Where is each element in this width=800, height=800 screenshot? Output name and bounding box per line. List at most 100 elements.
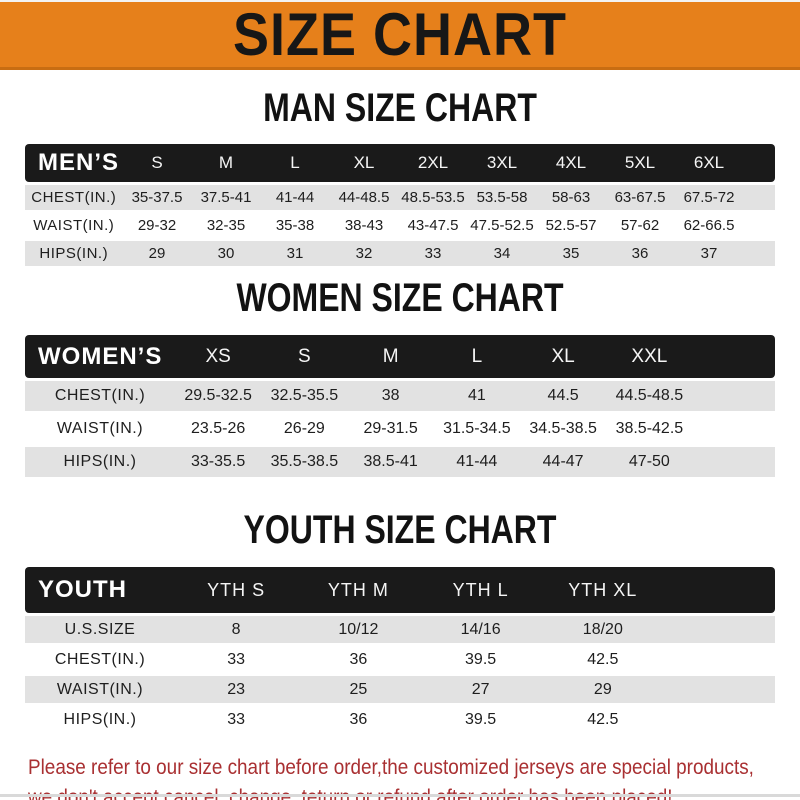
- size-value: 33: [175, 706, 298, 733]
- size-value: 23: [175, 676, 298, 703]
- row-label: U.S.SIZE: [25, 616, 175, 643]
- column-header: L: [433, 335, 520, 378]
- row-filler: [663, 616, 775, 643]
- row-filler: [663, 706, 775, 733]
- header-filler: [743, 144, 775, 182]
- column-header: YTH XL: [541, 567, 664, 613]
- column-header: XXL: [606, 335, 693, 378]
- size-value: 42.5: [541, 646, 664, 673]
- size-value: 31.5-34.5: [433, 414, 520, 444]
- women-table-label: WOMEN’S: [25, 335, 175, 378]
- size-value: 39.5: [419, 646, 542, 673]
- size-value: 23.5-26: [175, 414, 262, 444]
- column-header: 3XL: [467, 144, 537, 182]
- size-value: 33: [398, 241, 468, 266]
- row-filler: [663, 646, 775, 673]
- size-value: 37.5-41: [191, 185, 261, 210]
- size-value: 44-48.5: [329, 185, 399, 210]
- row-filler: [743, 241, 775, 266]
- bottom-divider: [0, 794, 800, 797]
- size-value: 10/12: [297, 616, 420, 643]
- row-filler: [743, 185, 775, 210]
- size-value: 29.5-32.5: [175, 381, 262, 411]
- youth-size-table: YOUTH YTH S YTH M YTH L YTH XL U.S.SIZE 8 10/12…: [25, 564, 775, 736]
- size-value: 63-67.5: [605, 185, 675, 210]
- table-row: WAIST(IN.) 23 25 27 29: [25, 676, 775, 703]
- row-label: CHEST(IN.): [25, 381, 175, 411]
- size-value: 38: [347, 381, 434, 411]
- size-value: 30: [191, 241, 261, 266]
- size-value: 35-38: [260, 213, 330, 238]
- header-filler: [663, 567, 775, 613]
- size-value: 32-35: [191, 213, 261, 238]
- youth-section-title: YOUTH SIZE CHART: [0, 507, 800, 554]
- size-value: 38.5-42.5: [606, 414, 693, 444]
- size-value: 57-62: [605, 213, 675, 238]
- column-header: YTH S: [175, 567, 298, 613]
- size-value: 18/20: [541, 616, 664, 643]
- column-header: XL: [329, 144, 399, 182]
- table-row: WAIST(IN.) 23.5-26 26-29 29-31.5 31.5-34.5 34…: [25, 414, 775, 444]
- row-filler: [692, 381, 775, 411]
- women-header-row: WOMEN’S XS S M L XL XXL: [25, 335, 775, 378]
- row-label: CHEST(IN.): [25, 185, 123, 210]
- size-value: 52.5-57: [536, 213, 606, 238]
- row-label: CHEST(IN.): [25, 646, 175, 673]
- row-label: WAIST(IN.): [25, 414, 175, 444]
- men-section-title: MAN SIZE CHART: [0, 85, 800, 132]
- policy-note-line-1: Please refer to our size chart before or…: [28, 756, 754, 779]
- men-section-title-text: MAN SIZE CHART: [263, 84, 537, 130]
- row-filler: [743, 213, 775, 238]
- order-policy-note: Please refer to our size chart before or…: [0, 753, 800, 800]
- size-value: 8: [175, 616, 298, 643]
- column-header: M: [191, 144, 261, 182]
- youth-header-row: YOUTH YTH S YTH M YTH L YTH XL: [25, 567, 775, 613]
- size-chart-banner: SIZE CHART: [0, 0, 800, 70]
- size-value: 36: [297, 706, 420, 733]
- women-size-section: WOMEN SIZE CHART WOMEN’S XS S M L XL XXL CHEST(…: [0, 275, 800, 480]
- size-value: 67.5-72: [674, 185, 744, 210]
- size-value: 34.5-38.5: [520, 414, 607, 444]
- size-value: 39.5: [419, 706, 542, 733]
- column-header: S: [122, 144, 192, 182]
- column-header: L: [260, 144, 330, 182]
- table-row: CHEST(IN.) 29.5-32.5 32.5-35.5 38 41 44.5 44.5…: [25, 381, 775, 411]
- size-value: 26-29: [261, 414, 348, 444]
- size-value: 41-44: [260, 185, 330, 210]
- size-value: 33-35.5: [175, 447, 262, 477]
- table-row: U.S.SIZE 8 10/12 14/16 18/20: [25, 616, 775, 643]
- size-value: 29: [122, 241, 192, 266]
- banner-title: SIZE CHART: [233, 0, 567, 69]
- youth-table-label: YOUTH: [25, 567, 175, 613]
- row-filler: [663, 676, 775, 703]
- size-value: 31: [260, 241, 330, 266]
- size-value: 35: [536, 241, 606, 266]
- men-size-table: MEN’S S M L XL 2XL 3XL 4XL 5XL 6XL CHEST(IN.) 35-37…: [25, 141, 775, 269]
- women-size-table: WOMEN’S XS S M L XL XXL CHEST(IN.) 29.5-32.5 32.5…: [25, 332, 775, 480]
- size-value: 34: [467, 241, 537, 266]
- header-filler: [692, 335, 775, 378]
- table-row: CHEST(IN.) 33 36 39.5 42.5: [25, 646, 775, 673]
- column-header: M: [347, 335, 434, 378]
- size-value: 43-47.5: [398, 213, 468, 238]
- men-header-row: MEN’S S M L XL 2XL 3XL 4XL 5XL 6XL: [25, 144, 775, 182]
- size-value: 47.5-52.5: [467, 213, 537, 238]
- column-header: 5XL: [605, 144, 675, 182]
- column-header: 2XL: [398, 144, 468, 182]
- size-value: 27: [419, 676, 542, 703]
- row-filler: [692, 447, 775, 477]
- size-value: 32: [329, 241, 399, 266]
- size-value: 29-32: [122, 213, 192, 238]
- men-table-label: MEN’S: [25, 144, 123, 182]
- size-value: 29: [541, 676, 664, 703]
- size-value: 33: [175, 646, 298, 673]
- row-label: HIPS(IN.): [25, 447, 175, 477]
- size-value: 48.5-53.5: [398, 185, 468, 210]
- row-label: WAIST(IN.): [25, 676, 175, 703]
- men-size-section: MAN SIZE CHART MEN’S S M L XL 2XL 3XL 4XL 5XL 6XL…: [0, 85, 800, 269]
- women-section-title: WOMEN SIZE CHART: [0, 275, 800, 322]
- size-value: 53.5-58: [467, 185, 537, 210]
- size-value: 35.5-38.5: [261, 447, 348, 477]
- table-row: CHEST(IN.) 35-37.5 37.5-41 41-44 44-48.5 48.5…: [25, 185, 775, 210]
